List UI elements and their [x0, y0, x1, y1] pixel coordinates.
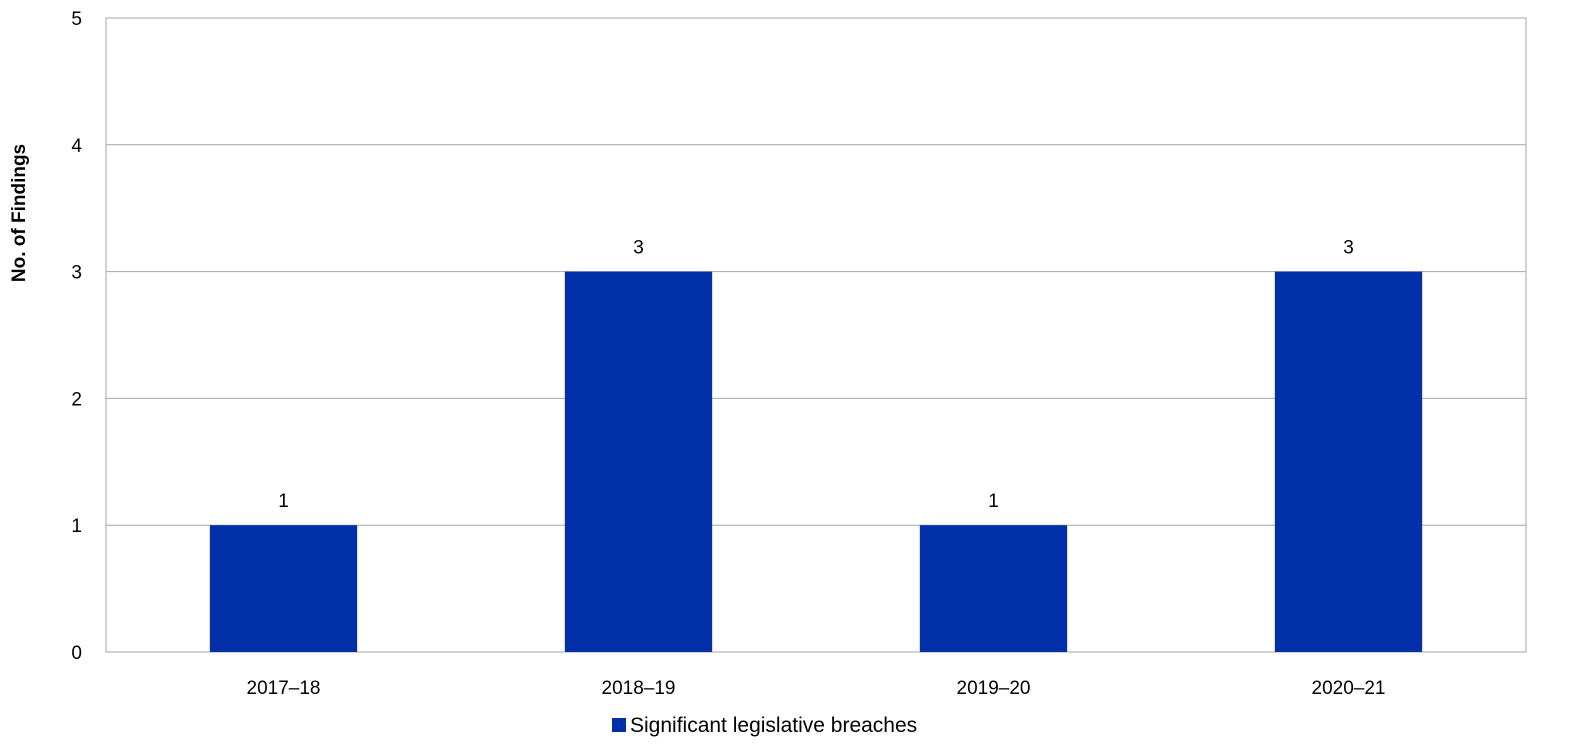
y-tick-label: 5	[71, 9, 82, 30]
x-tick-label: 2019–20	[957, 678, 1031, 699]
bar-data-label: 1	[988, 491, 999, 512]
bar	[564, 271, 713, 652]
y-tick-label: 3	[71, 263, 82, 284]
bar	[919, 525, 1068, 652]
x-tick-label: 2017–18	[247, 678, 321, 699]
data-labels: 1 3 1 3	[278, 238, 1354, 513]
y-axis-ticks: 0 1 2 3 4 5	[71, 9, 82, 664]
legend-label: Significant legislative breaches	[630, 714, 917, 737]
y-tick-label: 0	[71, 643, 82, 664]
bars	[209, 271, 1423, 652]
plot-area	[105, 17, 1527, 653]
bar-data-label: 3	[1343, 238, 1354, 259]
y-tick-label: 1	[71, 516, 82, 537]
bar-data-label: 1	[278, 491, 289, 512]
bar-data-label: 3	[633, 238, 644, 259]
y-tick-label: 2	[71, 389, 82, 410]
bar	[209, 525, 358, 652]
bar	[1274, 271, 1423, 652]
y-tick-label: 4	[71, 136, 82, 157]
legend-swatch	[612, 718, 626, 732]
x-axis-ticks: 2017–18 2018–19 2019–20 2020–21	[247, 678, 1386, 699]
legend: Significant legislative breaches	[612, 714, 917, 737]
y-axis-title: No. of Findings	[9, 144, 30, 282]
x-tick-label: 2018–19	[602, 678, 676, 699]
x-tick-label: 2020–21	[1312, 678, 1386, 699]
